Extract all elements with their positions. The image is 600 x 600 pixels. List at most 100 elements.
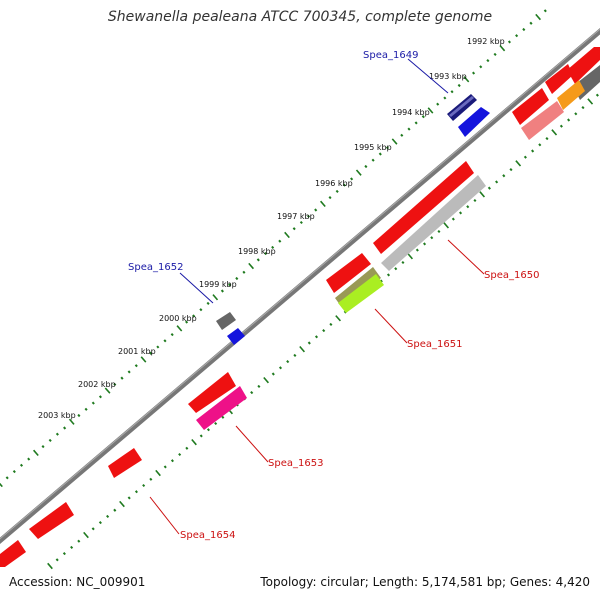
inner-scale-tick [77, 539, 81, 543]
inner-scale-tick [299, 345, 306, 353]
inner-scale-tick [479, 191, 486, 198]
label-spea-1654[interactable]: Spea_1654 [180, 530, 235, 541]
outer-scale-tick [271, 245, 275, 249]
gene-blue-small[interactable] [227, 328, 245, 345]
inner-scale-tick [91, 527, 95, 531]
gene-labels: Spea_1649 Spea_1652 Spea_1650 Spea_1651 … [128, 50, 539, 541]
inner-scale-tick [47, 562, 53, 570]
inner-scale-tick [473, 198, 477, 203]
label-spea-1653[interactable]: Spea_1653 [268, 458, 323, 469]
inner-scale-tick [149, 477, 153, 481]
inner-scale-tick [119, 500, 125, 508]
outer-scale-tick [220, 289, 224, 293]
inner-scale-tick [199, 434, 203, 438]
outer-scale-tick [84, 407, 88, 411]
inner-scale-tick [487, 186, 491, 190]
outer-scale-tick [256, 258, 260, 262]
gene-spea-1653-red[interactable] [188, 372, 236, 413]
inner-scale-tick [322, 329, 326, 333]
gene-red-top-right-1[interactable] [567, 47, 600, 84]
outer-scale-tick [48, 438, 52, 442]
outer-scale-tick [19, 463, 24, 467]
outer-scale-ticks [0, 9, 547, 488]
outer-scale-tick [515, 34, 519, 38]
gene-blue-forward[interactable] [458, 107, 490, 137]
inner-scale-tick [206, 428, 210, 432]
outer-scale-tick [113, 382, 117, 386]
scale-labels: 1992 kbp 1993 kbp 1994 kbp 1995 kbp 1996… [38, 37, 505, 420]
outer-scale-tick [134, 364, 138, 368]
inner-scale-tick [559, 124, 563, 128]
gene-spea-1652[interactable] [216, 312, 236, 330]
outer-scale-tick [12, 469, 16, 474]
tick-label-1994: 1994 kbp [392, 108, 430, 117]
inner-scale-tick [581, 106, 585, 110]
outer-scale-tick [378, 152, 382, 156]
label-spea-1650[interactable]: Spea_1650 [484, 270, 539, 281]
outer-scale-tick [479, 65, 483, 69]
inner-scale-tick [502, 174, 506, 178]
inner-scale-tick [257, 384, 261, 388]
tick-label-2003: 2003 kbp [38, 411, 76, 420]
gene-spea-1650-red[interactable] [373, 161, 474, 254]
map-title: Shewanella pealeana ATCC 700345, complet… [107, 9, 493, 25]
inner-scale-tick [538, 143, 542, 147]
inner-scale-tick [278, 366, 283, 370]
gene-orange-top-right[interactable] [557, 80, 585, 110]
outer-scale-tick [299, 220, 303, 225]
inner-scale-tick [62, 552, 66, 556]
inner-scale-tick [163, 465, 167, 469]
outer-scale-tick [263, 252, 268, 256]
outer-scale-tick [529, 21, 533, 25]
outer-scale-tick [342, 183, 346, 187]
inner-scale-tick [587, 98, 594, 105]
inner-scale-tick [134, 490, 138, 494]
gene-spea-1651-red[interactable] [326, 253, 371, 293]
inner-scale-tick [307, 341, 311, 345]
outer-scale-tick [436, 102, 440, 106]
outer-scale-tick [391, 138, 398, 145]
gene-spea-1653-pink[interactable] [196, 386, 247, 430]
inner-scale-tick [106, 514, 110, 519]
label-spea-1649[interactable]: Spea_1649 [363, 50, 418, 61]
inner-scale-tick [178, 452, 182, 457]
inner-scale-tick [437, 229, 441, 234]
inner-scale-tick [423, 242, 427, 246]
gene-red-bottom-left-1[interactable] [29, 502, 74, 539]
label-spea-1652[interactable]: Spea_1652 [128, 262, 183, 273]
outer-scale-tick [328, 196, 332, 200]
gene-spea-1650-gray[interactable] [381, 175, 486, 271]
outer-scale-tick [77, 413, 81, 418]
tick-label-1992: 1992 kbp [467, 37, 505, 46]
inner-scale-tick [386, 273, 391, 277]
inner-scale-tick [191, 438, 197, 446]
outer-scale-tick [91, 401, 95, 405]
outer-scale-tick [140, 356, 147, 363]
inner-scale-tick [545, 137, 549, 141]
accession-text: Accession: NC_009901 [9, 575, 146, 589]
inner-scale-tick [70, 545, 74, 549]
gene-red-bottom-left-2[interactable] [0, 540, 26, 567]
gene-spea-1651-lime[interactable] [338, 274, 384, 313]
outer-scale-tick [314, 208, 318, 212]
outer-scale-tick [400, 133, 404, 137]
outer-scale-tick [335, 189, 339, 193]
tick-label-1999: 1999 kbp [199, 280, 237, 289]
label-spea-1651[interactable]: Spea_1651 [407, 339, 462, 350]
inner-scale-tick [221, 415, 225, 419]
gene-spea-1654[interactable] [108, 448, 142, 478]
inner-scale-tick [250, 390, 254, 395]
inner-scale-tick [155, 469, 161, 477]
inner-scale-tick [263, 376, 270, 384]
inner-scale-tick [574, 112, 578, 116]
reverse-genes [0, 47, 600, 567]
outer-scale-tick [427, 107, 434, 114]
outer-scale-tick [63, 426, 67, 430]
gene-salmon-top-right[interactable] [521, 101, 564, 140]
inner-scale-tick [515, 160, 522, 167]
gene-red-top-right-3[interactable] [512, 88, 549, 125]
tick-label-2002: 2002 kbp [78, 380, 116, 389]
gene-red-top-right-2[interactable] [545, 64, 573, 94]
outer-scale-tick [507, 40, 511, 44]
inner-scale-tick [451, 217, 455, 221]
